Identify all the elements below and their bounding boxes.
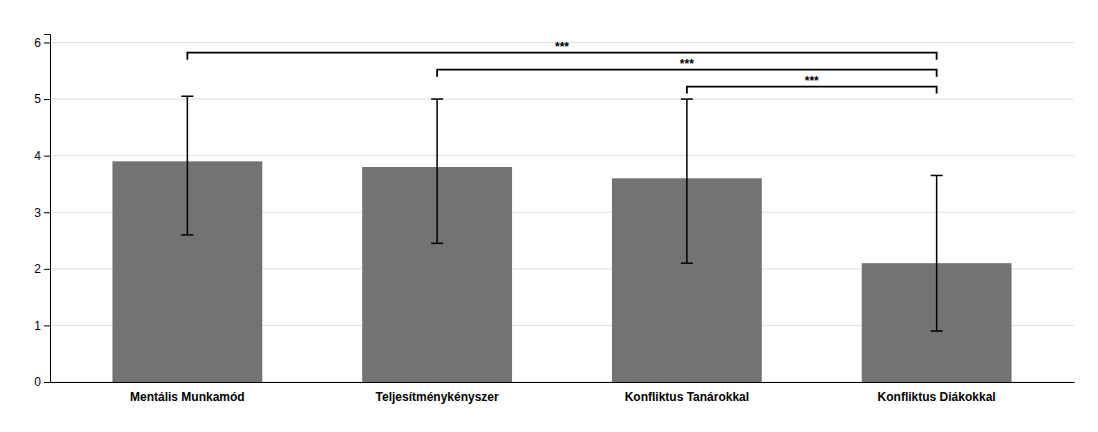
y-tick-mark: [44, 212, 50, 213]
y-axis: 0 1 2 3 4 5 6: [34, 35, 50, 390]
y-axis-line: [44, 35, 51, 383]
error-bar: [931, 175, 943, 331]
error-bar-cap-upper: [681, 98, 693, 100]
y-tick-mark: [44, 269, 50, 270]
grid-line: [50, 155, 1074, 156]
x-tick: Konfliktus Tanárokkal: [625, 390, 749, 404]
x-tick-label: Konfliktus Tanárokkal: [625, 390, 749, 404]
error-bar-cap-upper: [431, 98, 443, 100]
x-tick: Mentális Munkamód: [130, 390, 245, 404]
x-tick-label: Teljesítménykényszer: [376, 390, 500, 404]
significance-bracket: [187, 53, 936, 60]
error-bar-cap-lower: [681, 262, 693, 264]
y-tick-mark: [44, 325, 50, 326]
error-bar-cap-lower: [181, 234, 193, 236]
marks: [112, 53, 1011, 382]
x-tick-label: Konfliktus Diákokkal: [878, 390, 996, 404]
significance-brackets: [187, 53, 936, 94]
significance-bracket: [437, 70, 937, 77]
x-tick: Teljesítménykényszer: [376, 390, 500, 404]
y-tick: 2: [34, 262, 50, 276]
x-axis-line: [51, 382, 1075, 383]
y-tick-label: 3: [34, 206, 41, 220]
significance-labels: *** *** ***: [555, 40, 819, 88]
chart: 0 1 2 3 4 5 6 Mentális Munkamód Teljesítménykény…: [0, 0, 1098, 432]
error-bar-cap-upper: [181, 95, 193, 97]
y-tick: 3: [34, 206, 50, 220]
y-tick-label: 5: [34, 92, 41, 106]
error-bar: [681, 99, 693, 263]
plot: 0 1 2 3 4 5 6 Mentális Munkamód Teljesítménykény…: [34, 35, 1074, 404]
y-tick-label: 4: [34, 149, 41, 163]
error-bar: [181, 96, 193, 235]
error-bar-stem: [436, 99, 438, 243]
error-bar: [431, 99, 443, 243]
grid: [50, 42, 1074, 382]
error-bar-stem: [187, 96, 189, 235]
y-tick-mark: [44, 99, 50, 100]
significance-label: ***: [555, 40, 569, 54]
x-tick: Konfliktus Diákokkal: [878, 390, 996, 404]
significance-label: ***: [805, 74, 819, 88]
y-tick-label: 6: [34, 36, 41, 50]
y-tick: 1: [34, 319, 50, 333]
y-tick-label: 0: [34, 375, 41, 389]
y-tick-mark: [44, 382, 50, 383]
y-tick: 5: [34, 92, 50, 106]
error-bar-stem: [936, 175, 938, 331]
significance-label: ***: [680, 57, 694, 71]
error-bar-cap-lower: [431, 243, 443, 245]
y-tick-label: 2: [34, 262, 41, 276]
y-tick: 6: [34, 36, 50, 50]
error-bar-stem: [686, 99, 688, 263]
x-axis: Mentális Munkamód Teljesítménykényszer Kon…: [51, 383, 1075, 404]
significance-bracket: [687, 87, 937, 94]
grid-line: [50, 99, 1074, 100]
y-tick-mark: [44, 42, 50, 43]
error-bar-cap-lower: [931, 330, 943, 332]
y-tick: 4: [34, 149, 50, 163]
y-tick-mark: [44, 156, 50, 157]
y-tick-label: 1: [34, 319, 41, 333]
x-tick-label: Mentális Munkamód: [130, 390, 245, 404]
error-bar-cap-upper: [931, 175, 943, 177]
y-tick: 0: [34, 375, 50, 389]
